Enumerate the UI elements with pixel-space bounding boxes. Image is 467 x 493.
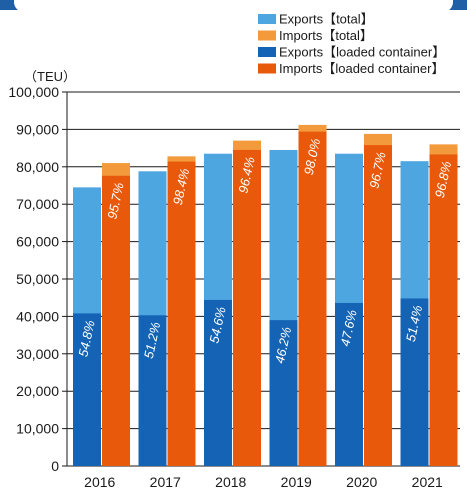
y-tick-label: 70,000 (16, 196, 59, 212)
x-tick-label-2017: 2017 (150, 474, 181, 490)
bar-exports-loaded-2019 (269, 320, 298, 466)
header-band (0, 0, 467, 12)
x-tick-label-2016: 2016 (84, 474, 115, 490)
y-tick-label: 80,000 (16, 159, 59, 175)
legend-label-1: Exports【total】 (279, 12, 374, 27)
legend-swatch-3 (258, 47, 276, 57)
bar-exports-loaded-2016 (73, 313, 101, 466)
bar-imports-loaded-2017 (167, 161, 196, 466)
export-share-label: 47.6% (337, 308, 359, 347)
x-tick-label-2018: 2018 (215, 474, 246, 490)
legend-label-2: Imports【total】 (279, 28, 373, 43)
bar-imports-loaded-2020 (364, 145, 392, 466)
bar-exports-loaded-2021 (400, 298, 429, 466)
bar-imports-loaded-2018 (233, 149, 261, 466)
x-tick-label-2021: 2021 (412, 474, 443, 490)
import-share-label: 98.4% (170, 167, 192, 206)
bar-exports-loaded-2018 (204, 299, 232, 466)
legend-swatch-1 (258, 14, 276, 24)
y-tick-label: 0 (51, 458, 59, 474)
export-share-label: 54.6% (206, 305, 228, 344)
import-share-label: 98.0% (301, 137, 323, 176)
y-unit-label: （TEU） (24, 69, 76, 84)
import-share-label: 95.7% (104, 181, 126, 220)
export-share-label: 54.8% (75, 319, 97, 358)
y-tick-label: 100,000 (8, 84, 59, 100)
import-share-label: 96.8% (432, 160, 454, 199)
bar-imports-loaded-2016 (102, 175, 130, 466)
legend-label-3: Exports【loaded container】 (279, 45, 445, 60)
import-share-label: 96.4% (235, 155, 257, 194)
x-tick-label-2020: 2020 (346, 474, 377, 490)
legend-label-4: Imports【loaded container】 (279, 61, 444, 76)
y-tick-label: 20,000 (16, 383, 59, 399)
export-share-label: 46.2% (272, 326, 294, 365)
y-tick-label: 30,000 (16, 346, 59, 362)
y-tick-label: 40,000 (16, 308, 59, 324)
import-share-label: 96.7% (366, 151, 388, 190)
bar-imports-loaded-2019 (298, 131, 327, 467)
export-share-label: 51.4% (403, 304, 425, 343)
legend-swatch-4 (258, 63, 276, 74)
y-tick-label: 50,000 (16, 271, 59, 287)
y-tick-label: 60,000 (16, 234, 59, 250)
bar-imports-loaded-2021 (429, 154, 458, 466)
export-share-label: 51.2% (141, 321, 163, 360)
bar-exports-loaded-2020 (335, 302, 363, 466)
y-tick-label: 10,000 (16, 421, 59, 437)
y-tick-label: 90,000 (16, 121, 59, 137)
legend-swatch-2 (258, 30, 276, 41)
x-tick-label-2019: 2019 (281, 474, 312, 490)
bar-exports-loaded-2017 (138, 315, 167, 466)
